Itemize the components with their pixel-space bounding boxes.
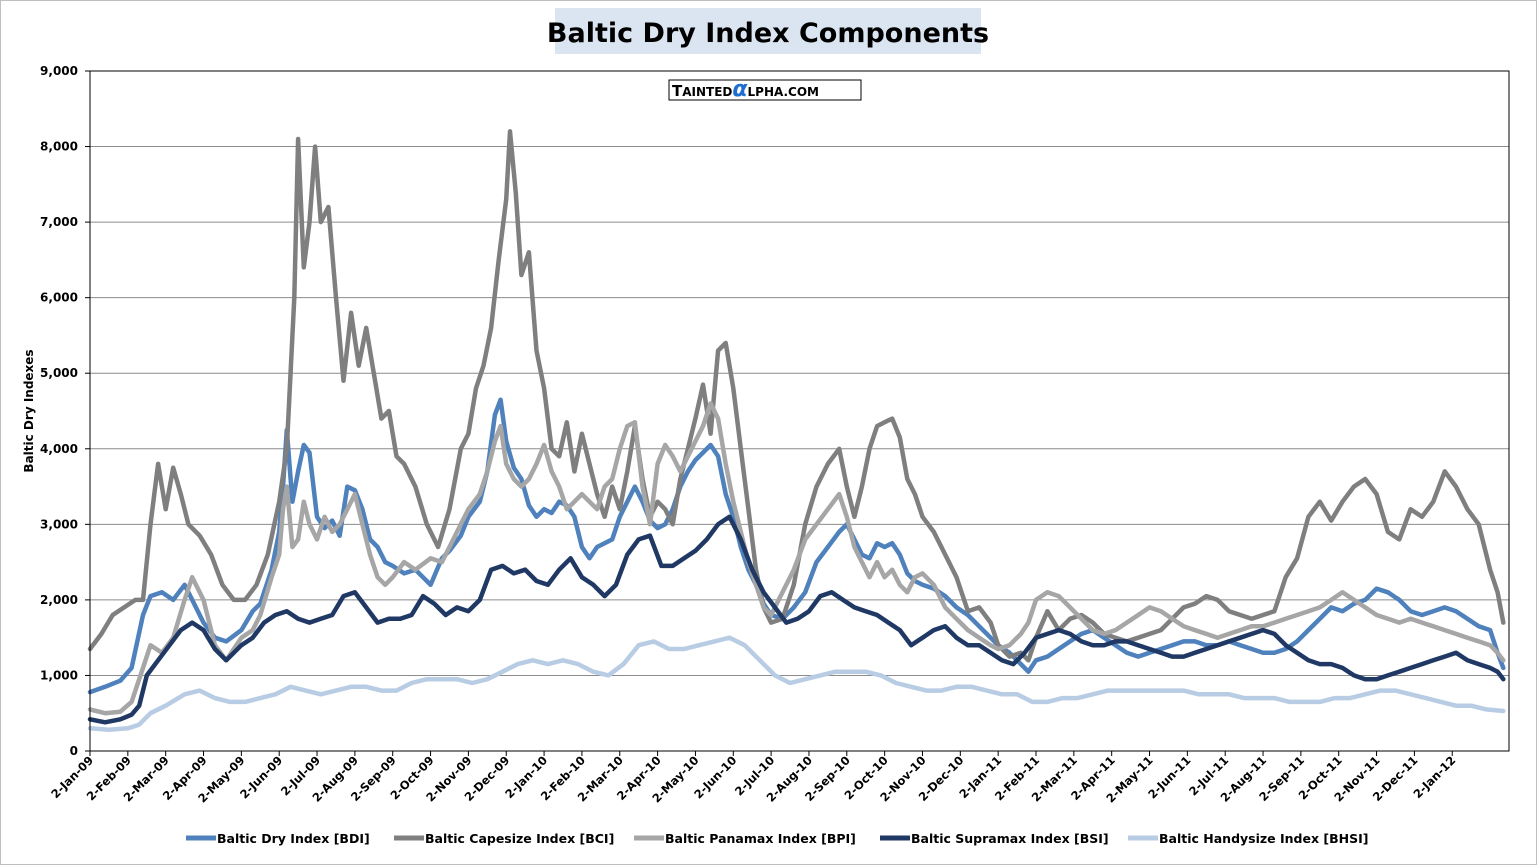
legend-label: Baltic Dry Index [BDI] [217,831,370,846]
series-line [87,129,1506,663]
legend-label: Baltic Handysize Index [BHSI] [1159,831,1368,846]
watermark-logo: TAINTEDαLPHA.COM [668,77,862,102]
y-tick-label: 2,000 [40,593,78,607]
series-line [87,401,1506,716]
series-lines [87,129,1506,733]
series-line [87,635,1506,733]
y-tick-label: 6,000 [40,291,78,305]
legend-label: Baltic Capesize Index [BCI] [425,831,614,846]
legend-label: Baltic Panamax Index [BPI] [665,831,856,846]
y-tick-label: 9,000 [40,64,78,78]
y-tick-label: 3,000 [40,517,78,531]
legend: Baltic Dry Index [BDI] Baltic Capesize In… [186,831,1368,846]
y-tick-label: 8,000 [40,140,78,154]
legend-label: Baltic Supramax Index [BSI] [911,831,1109,846]
y-tick-label: 0 [70,744,78,758]
y-tick-label: 5,000 [40,366,78,380]
y-tick-label: 4,000 [40,442,78,456]
y-tick-label: 7,000 [40,215,78,229]
chart-title: Baltic Dry Index Components [547,18,989,49]
y-axis-label: Baltic Dry Indexes [22,349,36,472]
plot-area [89,70,1510,752]
series-line [87,514,1506,725]
y-axis-ticks: 0 1,000 2,000 3,000 4,000 5,000 6,000 7,000 8,00… [40,64,90,758]
y-tick-label: 1,000 [40,668,78,682]
title-box [555,8,981,54]
